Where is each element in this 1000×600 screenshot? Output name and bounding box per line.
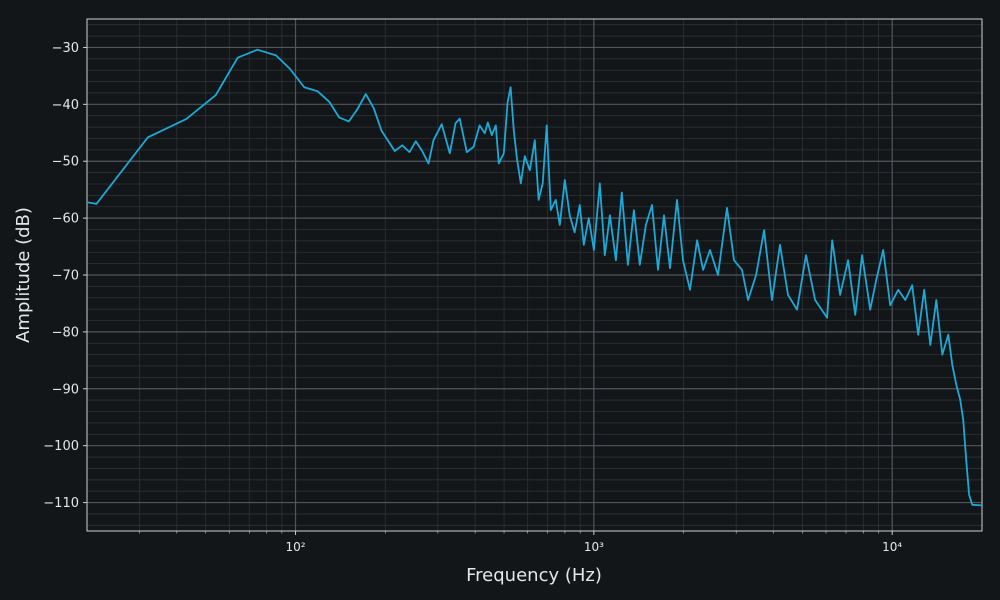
y-tick-label: −60 bbox=[52, 212, 79, 227]
y-tick-label: −100 bbox=[43, 439, 79, 454]
y-tick-label: −30 bbox=[52, 41, 79, 56]
y-tick-label: −50 bbox=[52, 155, 79, 170]
y-tick-label: −40 bbox=[52, 98, 79, 113]
y-axis-label: Amplitude (dB) bbox=[13, 207, 34, 343]
x-tick-label: 10⁴ bbox=[882, 540, 902, 554]
x-axis-label: Frequency (Hz) bbox=[466, 565, 602, 586]
y-tick-label: −80 bbox=[52, 325, 79, 340]
y-tick-label: −70 bbox=[52, 269, 79, 284]
y-tick-label: −110 bbox=[43, 496, 79, 511]
x-tick-label: 10³ bbox=[584, 540, 604, 554]
y-tick-label: −90 bbox=[52, 382, 79, 397]
plot-frame bbox=[86, 18, 983, 532]
spectrum-line bbox=[86, 48, 983, 507]
x-tick-label: 10² bbox=[285, 540, 305, 554]
